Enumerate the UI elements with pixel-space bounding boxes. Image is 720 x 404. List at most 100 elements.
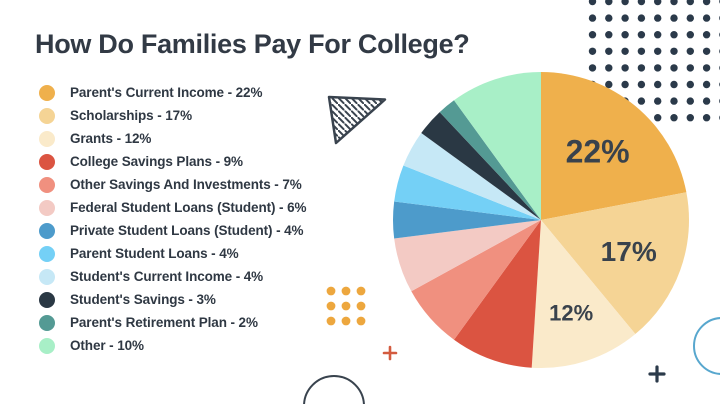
decor-dot: [637, 97, 646, 105]
legend-item: Other - 10%: [39, 334, 306, 357]
legend-color-dot: [39, 176, 55, 193]
legend-item: Federal Student Loans (Student) - 6%: [39, 196, 307, 219]
legend-item-label: Parent Student Loans - 4%: [70, 246, 239, 261]
decor-dot: [686, 14, 694, 22]
decor-dot: [605, 14, 613, 22]
legend-item-label: Student's Current Income - 4%: [70, 269, 264, 284]
pie-slice: [541, 192, 690, 335]
decor-dot: [637, 31, 646, 39]
decor-dot: [637, 47, 646, 55]
legend-item-label: Parent's Retirement Plan - 2%: [70, 315, 258, 330]
pie-slice: [454, 72, 541, 220]
decor-dot: [326, 286, 336, 296]
legend-color-dot: [39, 245, 55, 262]
decor-dot: [588, 14, 597, 22]
decor-dot: [654, 97, 662, 105]
decor-dot: [702, 31, 711, 39]
decor-dot: [637, 14, 646, 22]
decor-dot: [686, 64, 694, 72]
decor-dot: [356, 316, 366, 326]
decor-dot: [654, 64, 662, 72]
decor-dot: [621, 14, 629, 22]
legend-color-dot: [39, 291, 55, 308]
legend-color-dot: [39, 107, 55, 124]
decor-dot: [702, 47, 711, 55]
legend-color-dot: [39, 199, 55, 216]
pie-value-label: 17%: [601, 236, 657, 267]
pie-slice: [394, 220, 541, 292]
decor-dot: [621, 47, 629, 55]
decor-dot: [588, 64, 597, 72]
decor-dot: [588, 31, 597, 39]
circle-outline-icons: [303, 317, 720, 404]
legend-item: Student's Current Income - 4%: [39, 265, 306, 288]
decor-dot: [702, 80, 711, 89]
decor-dot: [341, 316, 351, 326]
decor-dot: [654, 80, 662, 89]
decor-dot: [686, 31, 694, 39]
decor-dot: [702, 64, 711, 72]
legend-item: Parent's Current Income - 22%: [39, 81, 306, 104]
legend-item-label: Private Student Loans (Student) - 4%: [70, 223, 304, 238]
decor-dot: [605, 31, 613, 39]
decor-dot: [670, 80, 678, 89]
pie-value-label: 22%: [566, 134, 630, 170]
decor-dot: [686, 47, 694, 55]
decor-dot: [588, 47, 597, 55]
decor-dot: [621, 80, 629, 89]
pie: [393, 72, 690, 369]
legend-item-label: Other Savings And Investments - 7%: [70, 177, 302, 192]
decor-dot: [341, 286, 351, 296]
decor-dot: [686, 114, 694, 122]
decor-dot: [356, 286, 366, 296]
decor-dot: [670, 64, 678, 72]
decor-dot: [670, 0, 678, 6]
decor-dot: [670, 31, 678, 39]
pie-slice: [531, 220, 636, 369]
decor-dot: [702, 14, 711, 22]
decor-dot: [670, 14, 678, 22]
pie-slice: [394, 165, 541, 220]
decor-dot: [326, 301, 336, 311]
decor-dot: [686, 97, 694, 105]
pie-slice: [454, 220, 541, 368]
decor-dot: [654, 31, 662, 39]
pie-value-label: 12%: [549, 300, 593, 325]
legend-item: Parent Student Loans - 4%: [39, 242, 306, 265]
circle-outline-icon: [693, 317, 720, 375]
legend-item: Grants - 12%: [39, 127, 306, 150]
legend-color-dot: [39, 84, 55, 101]
decor-dot: [654, 0, 662, 6]
legend-item: Private Student Loans (Student) - 4%: [39, 219, 306, 242]
pie-slice: [421, 112, 541, 220]
legend-color-dot: [39, 268, 55, 285]
pie-slice: [439, 100, 541, 220]
plus-icons: [382, 345, 666, 383]
legend-color-dot: [39, 222, 55, 239]
decor-dot: [654, 14, 662, 22]
legend-item: Parent's Retirement Plan - 2%: [39, 311, 306, 334]
legend-item-label: Student's Savings - 3%: [70, 292, 216, 307]
pie-value-labels: 22% 17% 12%: [549, 134, 657, 326]
decor-dot: [702, 0, 711, 6]
decor-dot: [670, 97, 678, 105]
dot-grid-small-pattern: [326, 286, 366, 326]
page-title: How Do Families Pay For College?: [35, 29, 470, 59]
decor-dot: [686, 0, 694, 6]
decor-dot: [588, 0, 597, 6]
legend-item: Student's Savings - 3%: [39, 288, 306, 311]
decor-dot: [341, 301, 351, 311]
plus-icon: [382, 345, 398, 361]
legend-item-label: Parent's Current Income - 22%: [70, 85, 263, 100]
legend-item: College Savings Plans - 9%: [39, 150, 306, 173]
legend: Parent's Current Income - 22% Scholarship…: [39, 81, 307, 357]
decor-dot: [637, 64, 646, 72]
legend-item: Scholarships - 17%: [39, 104, 306, 127]
decor-dot: [356, 301, 366, 311]
pie-slice: [411, 220, 541, 340]
triangle-shape: [327, 95, 387, 145]
legend-color-dot: [39, 337, 55, 354]
decor-dot: [637, 80, 646, 89]
